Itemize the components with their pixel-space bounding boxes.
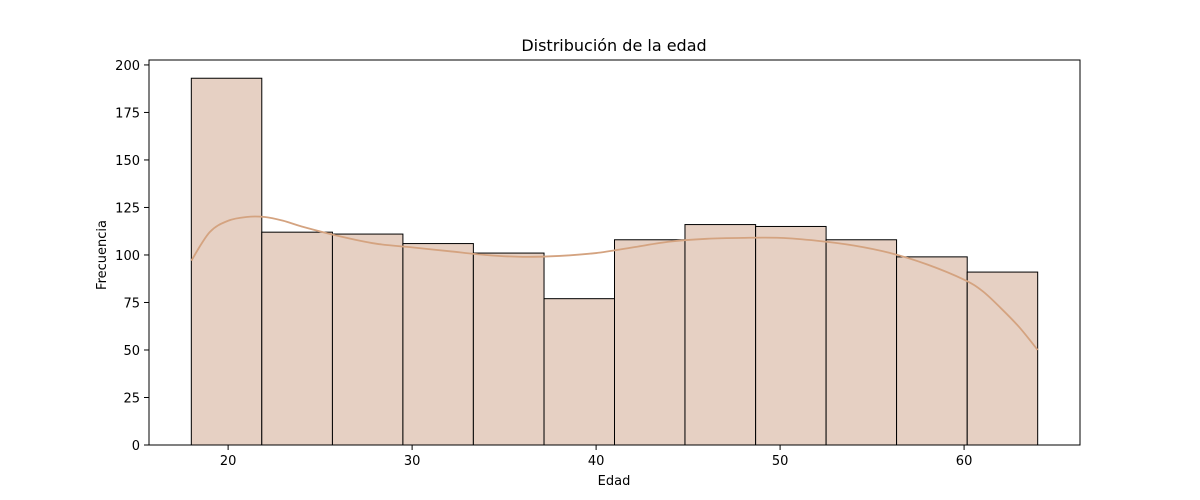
histogram-bar-1 <box>190 77 263 446</box>
histogram-bar-2 <box>261 231 333 446</box>
y-tick-label: 175 <box>115 106 140 121</box>
histogram-bar-7 <box>614 239 686 446</box>
histogram-bar-6 <box>543 298 615 446</box>
x-tick-label: 40 <box>588 454 605 469</box>
y-tick-label: 150 <box>115 154 140 169</box>
y-tick-label: 75 <box>123 296 140 311</box>
y-tick-label: 200 <box>115 59 140 74</box>
histogram-bar-3 <box>331 233 404 446</box>
histogram-bar-11 <box>896 256 968 446</box>
plot-frame <box>148 59 1081 446</box>
x-tick-label: 60 <box>956 454 973 469</box>
kde-line <box>190 215 1039 351</box>
x-tick-label: 20 <box>220 454 237 469</box>
histogram-bar-4 <box>402 243 474 446</box>
chart-title: Distribución de la edad <box>521 36 706 55</box>
bars-group <box>190 77 1039 446</box>
y-tick-label: 0 <box>132 439 140 454</box>
y-axis-label: Frecuencia <box>95 220 110 290</box>
histogram-bar-10 <box>825 239 898 446</box>
y-axis: 0 25 50 75 100 125 150 175 200 <box>115 59 149 454</box>
x-axis: 20 30 40 50 60 <box>220 445 973 469</box>
y-tick-label: 50 <box>123 344 140 359</box>
x-tick-label: 50 <box>772 454 789 469</box>
x-tick-label: 30 <box>404 454 421 469</box>
histogram-bar-9 <box>755 225 827 446</box>
histogram-bar-5 <box>472 252 545 446</box>
x-axis-label: Edad <box>598 474 631 489</box>
y-tick-label: 25 <box>123 391 140 406</box>
y-tick-label: 125 <box>115 201 140 216</box>
histogram-bar-8 <box>684 224 757 446</box>
histogram-bar-12 <box>966 271 1039 446</box>
y-tick-label: 100 <box>115 249 140 264</box>
